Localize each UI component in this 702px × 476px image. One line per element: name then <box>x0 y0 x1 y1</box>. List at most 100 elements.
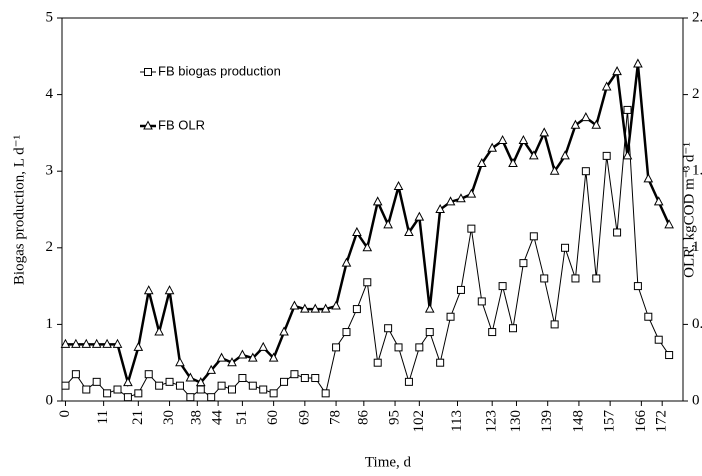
data-point <box>154 326 164 336</box>
data-point <box>653 196 664 206</box>
data-point <box>664 219 674 229</box>
x-tick-label: 21 <box>130 410 146 425</box>
data-point <box>268 352 279 362</box>
data-point <box>414 211 425 221</box>
data-point <box>394 343 403 352</box>
data-point <box>279 326 289 336</box>
data-point <box>247 352 258 362</box>
data-point <box>561 243 570 252</box>
data-point <box>144 370 153 379</box>
data-point <box>332 343 341 352</box>
y-tick-label: 4 <box>46 86 54 102</box>
data-point <box>497 134 508 145</box>
data-point <box>529 232 538 241</box>
x-tick-label: 30 <box>161 410 177 425</box>
data-point <box>164 285 175 295</box>
data-point <box>331 300 341 310</box>
data-point <box>519 259 528 268</box>
data-point <box>424 303 435 313</box>
data-point <box>175 357 185 367</box>
data-point <box>269 389 278 398</box>
data-point <box>601 81 612 91</box>
data-point <box>581 167 590 176</box>
data-point <box>134 389 143 398</box>
data-point <box>196 385 205 394</box>
data-point <box>217 381 226 390</box>
data-point <box>103 389 112 398</box>
data-point <box>456 193 466 203</box>
data-point <box>622 150 633 160</box>
legend-marker <box>144 68 152 76</box>
data-point <box>362 242 373 252</box>
data-point <box>165 377 174 386</box>
data-point <box>61 381 70 390</box>
legend-marker <box>143 120 153 130</box>
x-tick-label: 95 <box>386 410 402 425</box>
x-tick-label: 44 <box>210 410 226 426</box>
legend-label: FB biogas production <box>158 63 281 78</box>
data-point <box>363 278 372 287</box>
data-point <box>237 349 248 359</box>
x-tick-label: 157 <box>602 410 618 433</box>
data-point <box>528 150 539 160</box>
data-point <box>81 338 92 348</box>
data-point <box>436 358 445 367</box>
data-point <box>509 324 518 333</box>
data-point <box>186 393 195 402</box>
y-tick-label: 3 <box>46 163 54 179</box>
data-point <box>633 58 643 68</box>
data-point <box>92 377 101 386</box>
data-point <box>613 228 622 237</box>
data-point <box>300 303 310 313</box>
data-point <box>206 364 217 374</box>
data-point <box>540 274 549 283</box>
x-tick-label: 166 <box>633 410 649 433</box>
data-point <box>665 351 674 360</box>
data-point <box>446 312 455 321</box>
data-point <box>258 341 269 351</box>
data-point <box>425 328 434 337</box>
data-point <box>311 374 320 383</box>
data-point <box>216 352 227 362</box>
series-line <box>65 109 670 398</box>
data-point <box>207 393 216 402</box>
data-point <box>123 393 132 402</box>
y-tick-label: 1 <box>46 316 54 332</box>
data-point <box>155 381 164 390</box>
x-tick-label: 69 <box>296 410 312 425</box>
data-point <box>91 338 102 348</box>
data-point <box>289 300 300 310</box>
data-point <box>404 226 414 236</box>
data-point <box>310 303 321 313</box>
data-point <box>581 112 591 122</box>
x-tick-label: 86 <box>355 410 371 426</box>
y-tick-label: 0 <box>46 392 54 408</box>
y2-tick-label: 1.5 <box>692 163 702 179</box>
data-point <box>549 165 560 175</box>
x-tick-label: 139 <box>539 410 555 433</box>
data-point <box>487 142 498 152</box>
data-point <box>623 105 632 114</box>
x-tick-label: 123 <box>484 410 500 433</box>
data-point <box>560 150 570 160</box>
data-point <box>571 274 580 283</box>
data-point <box>82 385 91 394</box>
x-tick-label: 38 <box>189 410 205 425</box>
x-tick-label: 60 <box>265 410 281 425</box>
data-point <box>508 157 518 168</box>
data-point <box>352 226 362 236</box>
data-point <box>238 374 247 383</box>
data-point <box>570 119 581 129</box>
x-tick-label: 102 <box>411 410 427 433</box>
data-point <box>384 324 393 333</box>
x-tick-label: 78 <box>328 410 344 425</box>
data-point <box>259 385 268 394</box>
y-axis-label: Biogas production, L d⁻¹ <box>11 135 27 285</box>
data-point <box>383 219 393 229</box>
data-point <box>102 338 112 348</box>
data-point <box>175 381 184 390</box>
y2-tick-label: 0 <box>692 392 700 408</box>
data-point <box>415 343 424 352</box>
data-point <box>342 328 351 337</box>
